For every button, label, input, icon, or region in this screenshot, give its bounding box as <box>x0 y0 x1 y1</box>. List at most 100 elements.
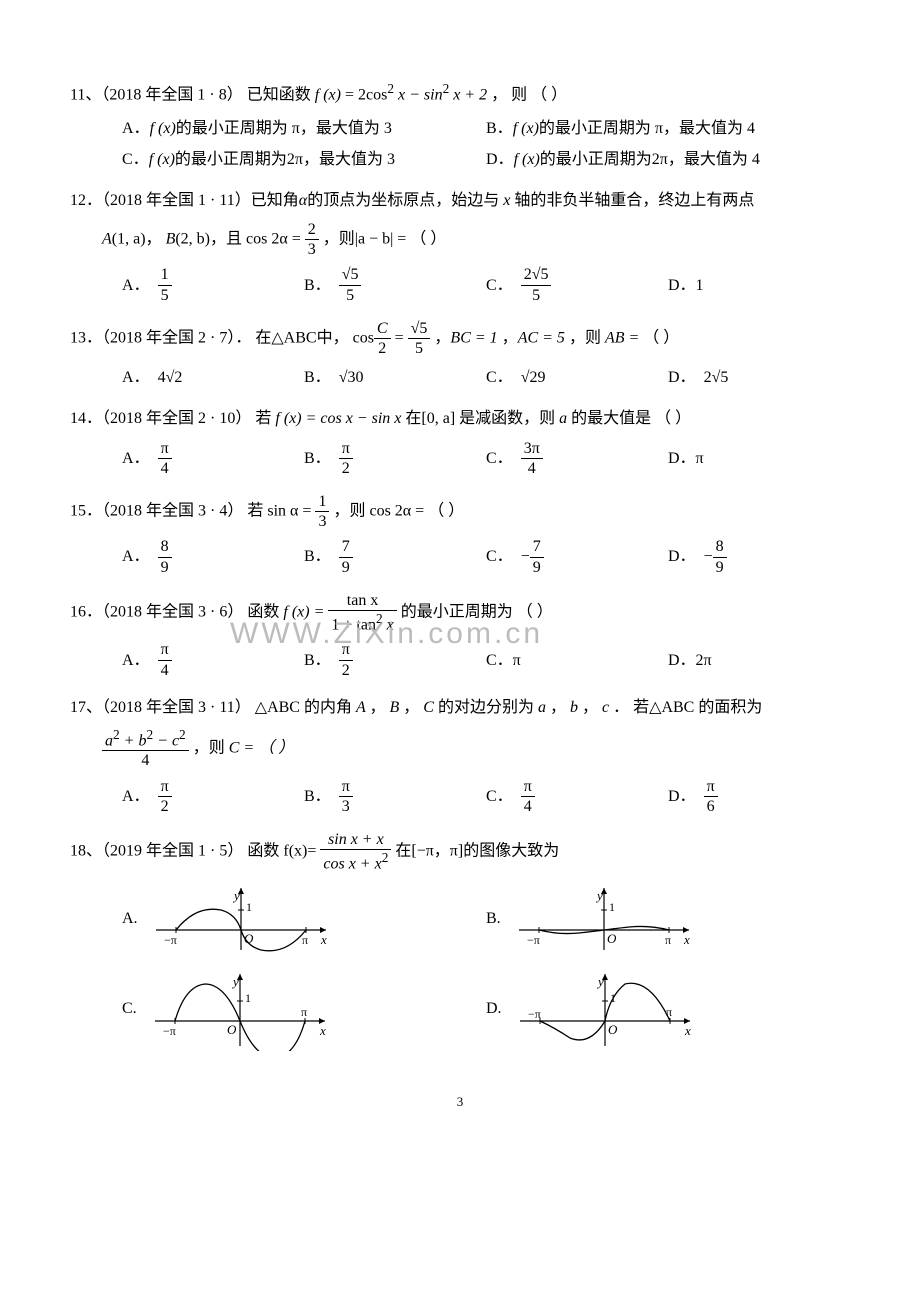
q11-C3: 2π <box>287 146 303 173</box>
q12-oAn: 1 <box>158 265 172 285</box>
q14-src: （2018 年全国 2 · 10） <box>102 410 251 427</box>
q12-stem: 12．（2018 年全国 1 · 11）已知角α的顶点为坐标原点，始边与 x 轴… <box>70 187 850 214</box>
q17-tri2: △ABC <box>649 699 694 716</box>
q13-oAl: A． <box>122 364 150 391</box>
q14-oCn: 3π <box>521 439 543 459</box>
q15-oBn: 7 <box>339 537 353 557</box>
q11-stem: 11、（2018 年全国 1 · 8） 已知函数 f (x) = 2cos2 x… <box>70 78 850 109</box>
q17-src: （2018 年全国 3 · 11） <box>102 699 251 716</box>
q18-cellD: D. y 1 O −π π x <box>486 966 850 1051</box>
q16-opts: A．π4 B．π2 C．π D．2π <box>70 640 850 679</box>
q15-oDn: 8 <box>713 537 727 557</box>
graph-D: y 1 O −π π x <box>510 966 700 1051</box>
q18-row2: C. y 1 O −π π x D. <box>70 966 850 1051</box>
q17-stem: 17、（2018 年全国 3 · 11） △ABC 的内角 A ， B ， C … <box>70 694 850 721</box>
q13-cd: 2 <box>374 339 391 358</box>
q17-oDl: D． <box>668 783 696 810</box>
q17-tri: △ABC <box>255 699 300 716</box>
q18-t1: 函数 f(x)= <box>247 843 316 860</box>
q16-oB: B．π2 <box>304 640 486 679</box>
q17-oA: A．π2 <box>122 777 304 816</box>
q17-oAn: π <box>158 777 172 797</box>
q18-sup: 2 <box>382 850 389 865</box>
q17-cc: c <box>602 699 613 716</box>
q18-t2: 在[−π，π]的图像大致为 <box>395 843 559 860</box>
gD-npi: −π <box>528 1007 541 1021</box>
q11-row1: A．f (x) 的最小正周期为 π，最大值为 3 B．f (x) 的最小正周期为… <box>70 115 850 142</box>
q13-ac: AC = 5 <box>518 329 565 346</box>
q12-num: 12． <box>70 192 102 209</box>
q17-oDf: π6 <box>704 777 718 816</box>
q12-oDl: D．1 <box>668 272 704 299</box>
q17-b: b <box>570 699 582 716</box>
q11-B2: 的最小正周期为 π，最大值为 4 <box>539 115 755 142</box>
q17-oBl: B． <box>304 783 331 810</box>
q17-a: a <box>538 699 550 716</box>
gD-O: O <box>608 1022 618 1037</box>
gD-pi: π <box>666 1005 672 1019</box>
question-14: 14．（2018 年全国 2 · 10） 若 f (x) = cos x − s… <box>70 405 850 478</box>
q11-Dfx: f (x) <box>514 146 540 173</box>
q16-sup: 2 <box>376 611 383 626</box>
question-16: 16．（2018 年全国 3 · 6） 函数 f (x) = tan x 1 +… <box>70 591 850 680</box>
q12-oC: C．2√55 <box>486 265 668 304</box>
q13-c2: ， <box>502 329 518 346</box>
q15-stem: 15．（2018 年全国 3 · 4） 若 sin α = 13 ，则 cos … <box>70 492 850 531</box>
gA-1: 1 <box>246 900 252 914</box>
gD-y: y <box>596 974 604 989</box>
q14-oD: D．π <box>668 439 850 478</box>
q13-c3: ，则 <box>569 329 601 346</box>
q17-s1: 2 <box>113 727 120 742</box>
graph-C: y 1 O −π π x <box>145 966 335 1051</box>
q12-oB: B．√55 <box>304 265 486 304</box>
q13-oDl: D． <box>668 364 696 391</box>
page-number: 3 <box>70 1091 850 1113</box>
q16-ndtxt: 1 + tan <box>331 616 376 633</box>
q12-x: x <box>499 192 514 209</box>
q11-D2: 的最小正周期为 <box>540 146 652 173</box>
gB-O: O <box>607 931 617 946</box>
q13-num: 13． <box>70 329 102 346</box>
q14-int: [0, a] <box>421 410 455 427</box>
q14-oBn: π <box>339 439 353 459</box>
q11-xb: x + 2 <box>449 86 487 103</box>
q12-oCl: C． <box>486 272 513 299</box>
q17-oCf: π4 <box>521 777 535 816</box>
q11-D1: D． <box>486 146 514 173</box>
q18-num: 18、 <box>70 843 102 860</box>
q11-num: 11、 <box>70 86 101 103</box>
q11-A1: A． <box>122 115 150 142</box>
q16-oA: A．π4 <box>122 640 304 679</box>
q17-A: A <box>356 699 369 716</box>
q14-t2: 在 <box>405 410 421 427</box>
q16-t2: 的最小正周期为 （ ） <box>401 603 553 620</box>
q14-oB: B．π2 <box>304 439 486 478</box>
q17-c2: ， <box>403 699 419 716</box>
q12-oBn: √5 <box>339 265 362 285</box>
q11-Bfx: f (x) <box>513 115 539 142</box>
q18-nn: sin x + x <box>320 830 391 850</box>
question-12: 12．（2018 年全国 1 · 11）已知角α的顶点为坐标原点，始边与 x 轴… <box>70 187 850 305</box>
q17-then: ，则 <box>193 740 225 757</box>
gC-1: 1 <box>245 991 251 1005</box>
q15-oBd: 9 <box>339 558 353 577</box>
q18-Dl: D. <box>486 995 502 1022</box>
gA-O: O <box>244 931 254 946</box>
q11-Cfx: f (x) <box>149 146 175 173</box>
q12-cos: cos 2α = <box>246 230 301 247</box>
q13-cn: C <box>374 319 391 339</box>
q11-B1: B． <box>486 115 513 142</box>
q13-tri: △ABC <box>271 329 316 346</box>
q12-frac: 23 <box>305 220 319 259</box>
gB-1: 1 <box>609 900 615 914</box>
q17-dot: ． <box>613 699 629 716</box>
q12-opts: A．15 B．√55 C．2√55 D．1 <box>70 265 850 304</box>
q13-stem: 13．（2018 年全国 2 · 7）． 在△ABC中， cosC2 = √55… <box>70 319 850 358</box>
q12-B: B <box>166 230 176 247</box>
q16-ff: tan x 1 + tan2 x <box>328 591 396 635</box>
page-container: WWW.ZiXin.com.cn 11、（2018 年全国 1 · 8） 已知函… <box>70 78 850 1113</box>
q17-oDd: 6 <box>704 797 718 816</box>
q14-fx: f (x) = cos x − sin x <box>271 410 405 427</box>
q12-fn: 2 <box>305 220 319 240</box>
q11-C4: ，最大值为 3 <box>303 146 395 173</box>
